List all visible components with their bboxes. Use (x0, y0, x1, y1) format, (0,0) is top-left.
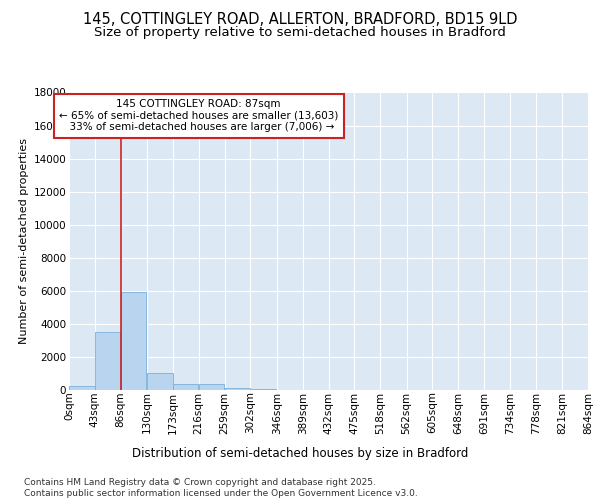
Bar (70, 386, 95, 390)
Bar (121, 292, 146, 390)
Text: Contains HM Land Registry data © Crown copyright and database right 2025.
Contai: Contains HM Land Registry data © Crown c… (24, 478, 418, 498)
Bar (199, 384, 224, 390)
Text: Size of property relative to semi-detached houses in Bradford: Size of property relative to semi-detach… (94, 26, 506, 39)
Bar (225, 388, 250, 390)
Bar (95, 332, 121, 390)
Text: Distribution of semi-detached houses by size in Bradford: Distribution of semi-detached houses by … (132, 448, 468, 460)
Bar (173, 384, 199, 390)
Y-axis label: Number of semi-detached properties: Number of semi-detached properties (19, 138, 29, 344)
Text: 145 COTTINGLEY ROAD: 87sqm
← 65% of semi-detached houses are smaller (13,603)
  : 145 COTTINGLEY ROAD: 87sqm ← 65% of semi… (59, 99, 338, 132)
Bar (251, 389, 276, 390)
Bar (148, 374, 173, 390)
Text: 145, COTTINGLEY ROAD, ALLERTON, BRADFORD, BD15 9LD: 145, COTTINGLEY ROAD, ALLERTON, BRADFORD… (83, 12, 517, 28)
